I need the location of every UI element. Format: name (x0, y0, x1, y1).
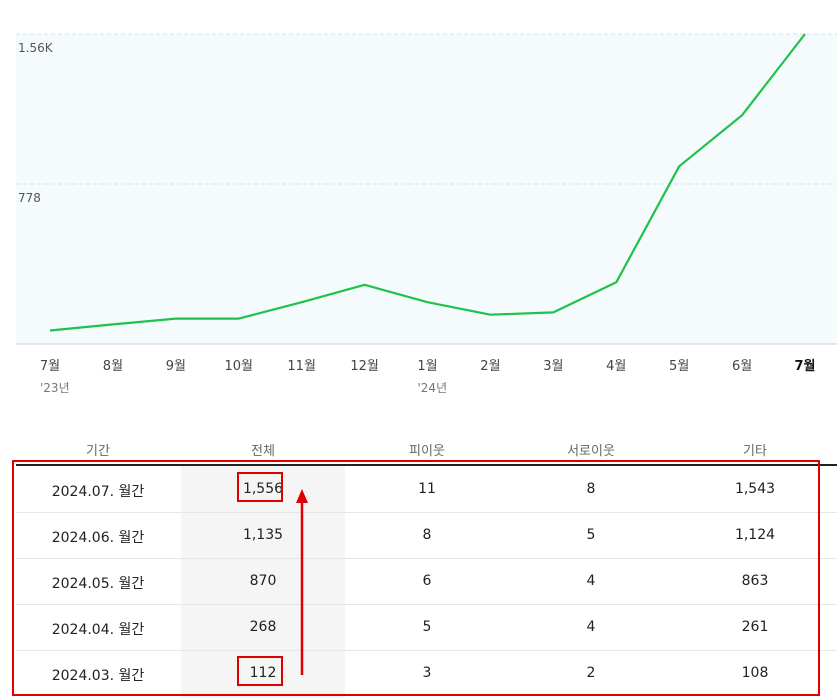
total-column-highlight (181, 466, 345, 698)
table-row: 2024.06. 월간 1,135 8 5 1,124 (16, 512, 837, 559)
cell-neighbor: 8 (422, 527, 432, 543)
cell-other: 108 (741, 665, 769, 681)
cell-neighbor: 3 (422, 665, 432, 681)
cell-mutual-neighbor: 4 (586, 573, 596, 589)
cell-mutual-neighbor: 2 (586, 665, 596, 681)
cell-period: 2024.07. 월간 (51, 484, 145, 500)
cell-total: 1,135 (242, 527, 284, 543)
x-tick-label: 10월 (224, 359, 253, 374)
x-year-label: '23년 (40, 381, 70, 395)
series-line (49, 33, 806, 332)
x-tick-label: 7월 (794, 358, 815, 374)
x-tick-label: 6월 (732, 359, 752, 374)
y-tick-label: 778 (18, 191, 41, 205)
cell-mutual-neighbor: 4 (586, 619, 596, 635)
x-year-label: '24년 (418, 381, 448, 395)
header-mutual-neighbor: 서로이웃 (567, 444, 615, 459)
header-neighbor: 피이웃 (409, 444, 445, 459)
x-tick-label: 3월 (543, 359, 563, 374)
y-axis-ticks: 778 1.56K (18, 41, 54, 205)
table-row: 2024.05. 월간 870 6 4 863 (16, 558, 837, 605)
x-tick-label: 9월 (166, 359, 186, 374)
cell-period: 2024.03. 월간 (51, 668, 145, 684)
header-divider (16, 464, 837, 466)
x-axis-ticks: 7월 '23년 8월 9월 10월 11월 12월 1월 '24년 2월 3월 4월 5월 6월 7월 (40, 358, 816, 395)
cell-other: 261 (741, 619, 769, 635)
y-tick-label: 1.56K (18, 41, 54, 55)
table-row: 2024.03. 월간 112 3 2 108 (16, 650, 837, 696)
cell-other: 863 (741, 573, 769, 589)
cell-period: 2024.06. 월간 (51, 530, 145, 546)
table-header: 기간 전체 피이웃 서로이웃 기타 (0, 430, 837, 464)
cell-mutual-neighbor: 5 (586, 527, 596, 543)
header-period: 기간 (86, 444, 110, 459)
cell-neighbor: 5 (422, 619, 432, 635)
grid-lines (16, 33, 837, 185)
x-tick-label: 4월 (606, 359, 626, 374)
cell-period: 2024.04. 월간 (51, 622, 145, 638)
x-tick-label: 12월 (350, 359, 379, 374)
cell-total: 870 (249, 573, 277, 589)
x-tick-label: 5월 (669, 359, 689, 374)
annotation-box-top-value (237, 472, 283, 502)
cell-total: 112 (249, 665, 277, 681)
cell-neighbor: 11 (418, 481, 436, 497)
header-total: 전체 (251, 444, 275, 459)
cell-other: 1,124 (734, 527, 776, 543)
table-row: 2024.04. 월간 268 5 4 261 (16, 604, 837, 651)
cell-neighbor: 6 (422, 573, 432, 589)
line-chart: 778 1.56K 7월 '23년 8월 9월 10월 11월 12월 1월 '24년 2월 3월 4월… (16, 33, 837, 395)
header-other: 기타 (743, 444, 767, 459)
annotation-arrow (296, 489, 308, 675)
x-tick-label: 11월 (287, 359, 316, 374)
cell-total: 268 (249, 619, 277, 635)
x-tick-label: 1월 (417, 359, 437, 374)
annotation-table-frame (12, 460, 820, 696)
x-tick-label: 7월 (40, 359, 60, 374)
x-tick-label: 2월 (480, 359, 500, 374)
cell-mutual-neighbor: 8 (586, 481, 596, 497)
cell-total: 1,556 (242, 481, 284, 497)
plot-background (16, 34, 837, 344)
table-row: 2024.07. 월간 1,556 11 8 1,543 (16, 466, 837, 513)
annotation-box-bottom-value (237, 656, 283, 686)
x-tick-label: 8월 (103, 359, 123, 374)
cell-period: 2024.05. 월간 (51, 576, 145, 592)
cell-other: 1,543 (734, 481, 776, 497)
arrow-head (296, 489, 308, 503)
